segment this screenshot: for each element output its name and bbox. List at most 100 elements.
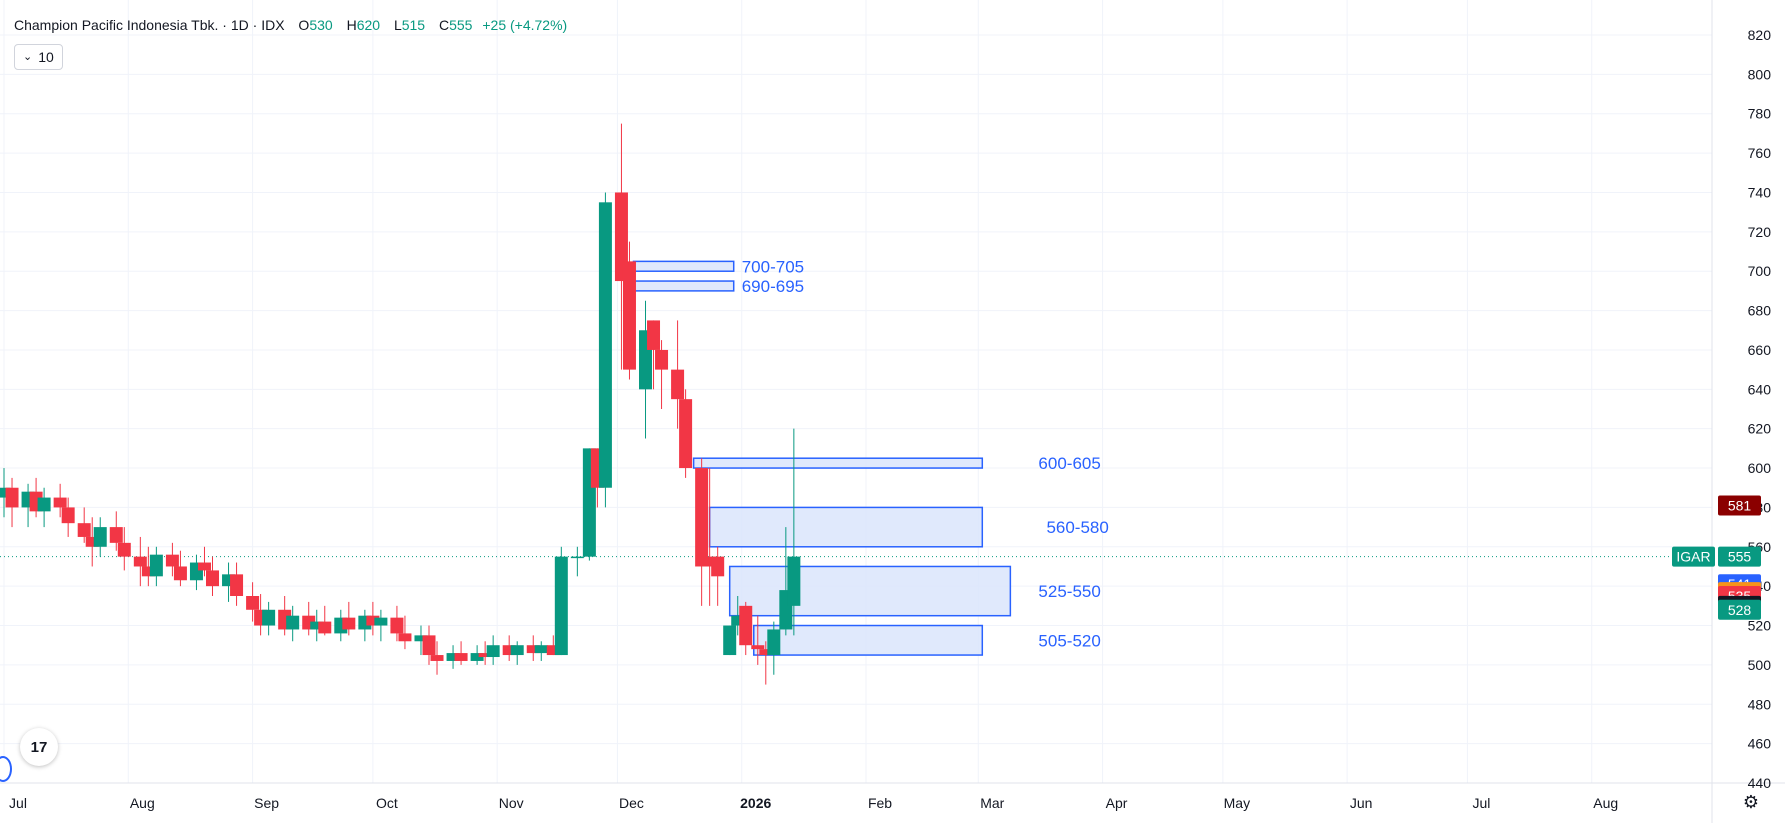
chart-legend: Champion Pacific Indonesia Tbk. · 1D · I… (14, 17, 567, 33)
candle-body (622, 261, 636, 370)
zone-box (632, 280, 735, 292)
x-tick-label: Mar (980, 795, 1004, 811)
gear-icon[interactable]: ⚙ (1742, 792, 1760, 812)
x-tick-label: Aug (1593, 795, 1618, 811)
open-value: 530 (309, 17, 333, 33)
zone-box (632, 260, 735, 272)
candle-body (671, 369, 685, 400)
candle-body (526, 645, 540, 654)
y-tick-label: 780 (1748, 106, 1772, 122)
y-tick-label: 520 (1748, 618, 1772, 634)
zone-box (753, 624, 984, 656)
candle-body (446, 653, 460, 661)
candle-body (731, 615, 745, 626)
y-tick-label: 800 (1748, 66, 1772, 82)
x-tick-label: Feb (868, 795, 892, 811)
candle-body (510, 645, 524, 656)
candle-body (759, 649, 773, 656)
chevron-down-icon: ⌄ (23, 51, 33, 63)
y-tick-label: 600 (1748, 460, 1772, 476)
low-value: 515 (401, 17, 426, 33)
x-tick-label: Nov (499, 795, 524, 811)
candle-body (787, 556, 801, 606)
zone-label: 690-695 (742, 277, 804, 296)
close-label: C (438, 17, 450, 33)
tradingview-logo-icon[interactable]: 17 (20, 728, 58, 766)
x-tick-label: Oct (376, 795, 398, 811)
candle-body (486, 645, 500, 658)
candle-body (37, 497, 51, 512)
zone-label: 505-520 (1038, 631, 1100, 650)
price-label-box (1718, 546, 1761, 567)
y-tick-label: 760 (1748, 145, 1772, 161)
candle-body (85, 536, 99, 547)
candle-body (422, 635, 436, 656)
price-label-box (1718, 495, 1761, 516)
candle-body (767, 629, 781, 656)
zone-label: 700-705 (742, 257, 804, 276)
high-label: H (346, 17, 357, 33)
y-tick-label: 500 (1748, 657, 1772, 673)
indicator-toggle-button[interactable]: ⌄ 10 (14, 44, 63, 70)
candle-body (398, 633, 412, 642)
candle-body (0, 487, 11, 498)
candle-body (478, 653, 492, 658)
x-tick-label: Jun (1350, 795, 1373, 811)
x-tick-label: 2026 (740, 795, 771, 811)
candle-body (374, 617, 388, 626)
zone-label: 560-580 (1046, 518, 1108, 537)
candle-body (695, 468, 709, 567)
candle-body (598, 202, 612, 488)
candle-body (197, 562, 211, 571)
x-tick-label: Jul (9, 795, 27, 811)
candle-body (286, 615, 300, 630)
y-tick-label: 820 (1748, 27, 1772, 43)
candle-body (739, 605, 753, 646)
open-label: O (298, 17, 310, 33)
candle-body (61, 507, 75, 524)
x-tick-label: May (1224, 795, 1250, 811)
y-tick-label: 740 (1748, 184, 1772, 200)
candle-body (751, 645, 765, 650)
candle-body (149, 554, 163, 577)
candle-body (502, 645, 516, 656)
candle-body (53, 497, 67, 508)
zone-box (728, 565, 1012, 617)
candle-body (703, 556, 717, 567)
y-tick-label: 620 (1748, 421, 1772, 437)
candle-body (570, 556, 584, 559)
candle-body (554, 556, 568, 656)
candle-body (679, 399, 693, 469)
candle-body (173, 566, 187, 581)
candle-body (165, 554, 179, 567)
y-tick-label: 700 (1748, 263, 1772, 279)
price-label: 581 (1728, 497, 1752, 513)
candle-body (133, 556, 147, 567)
price-label: 555 (1728, 549, 1752, 565)
x-tick-label: Sep (254, 795, 279, 811)
indicator-count: 10 (38, 49, 54, 65)
candle-body (262, 609, 276, 626)
zone-label: 525-550 (1038, 582, 1100, 601)
y-tick-label: 680 (1748, 303, 1772, 319)
zone-box (692, 457, 984, 469)
candle-body (414, 635, 428, 642)
candle-body (342, 617, 356, 630)
price-label: IGAR (1676, 549, 1710, 565)
y-tick-label: 660 (1748, 342, 1772, 358)
close-value: 555 (449, 17, 473, 33)
candle-body (430, 655, 444, 661)
y-tick-label: 460 (1748, 736, 1772, 752)
candle-body (614, 192, 628, 282)
candle-body (93, 527, 107, 547)
candle-body (546, 645, 560, 656)
y-tick-label: 640 (1748, 381, 1772, 397)
candle-body (205, 570, 219, 587)
candle-body (454, 653, 468, 661)
scroll-handle[interactable] (0, 756, 12, 782)
candle-body (655, 349, 669, 370)
candle-body (647, 320, 661, 350)
x-tick-label: Jul (1472, 795, 1490, 811)
